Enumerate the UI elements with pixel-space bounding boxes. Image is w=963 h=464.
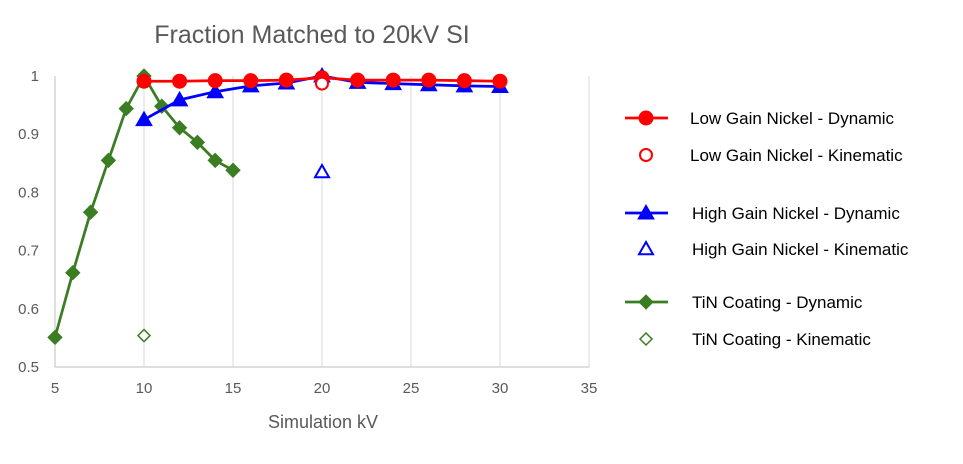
data-point [313,163,331,179]
data-point [172,73,188,89]
legend-label: High Gain Nickel - Dynamic [692,204,900,223]
data-point [456,73,472,89]
data-point [225,162,241,178]
data-point [154,98,170,114]
y-tick-label: 0.6 [18,301,39,318]
legend-label: TiN Coating - Dynamic [692,293,863,312]
legend-item: Low Gain Nickel - Kinematic [639,146,903,165]
legend-label: Low Gain Nickel - Kinematic [690,146,903,165]
x-tick-label: 20 [314,380,331,397]
y-tick-label: 0.8 [18,184,39,201]
x-axis-label: Simulation kV [268,412,378,432]
x-tick-label: 10 [136,380,153,397]
data-point [315,76,329,91]
data-point [385,72,401,88]
series-high-gain-nickel-kinematic [313,163,331,179]
data-point [47,329,63,346]
series-low-gain-nickel-kinematic [315,76,329,91]
data-point [421,72,437,88]
data-point [350,72,366,88]
x-tick-label: 35 [581,380,598,397]
data-point [171,120,188,136]
y-tick-label: 0.9 [18,126,39,143]
data-point [100,152,117,169]
data-point [207,73,223,89]
grid-layer [143,76,590,367]
legend-marker [639,148,653,162]
y-tick-label: 1 [31,68,39,85]
legend-item: TiN Coating - Dynamic [625,293,863,312]
x-tick-label: 15 [225,380,242,397]
legend-label: TiN Coating - Kinematic [692,330,871,349]
data-point [189,134,206,151]
data-point [65,265,81,281]
legend-item: High Gain Nickel - Kinematic [637,239,909,259]
legend-label: High Gain Nickel - Kinematic [692,240,909,259]
legend-label: Low Gain Nickel - Dynamic [690,109,895,128]
data-point [243,73,259,89]
data-point [82,204,99,220]
series-layer [47,66,509,346]
legend-marker [638,294,654,310]
legend-item: High Gain Nickel - Dynamic [625,203,900,223]
legend-marker [638,331,654,347]
data-point [278,72,294,88]
legend: Low Gain Nickel - Dynamic Low Gain Nickel… [625,109,909,349]
series-tin-coating-kinematic [136,328,152,343]
chart-title: Fraction Matched to 20kV SI [154,21,469,49]
legend-marker [638,110,654,126]
y-tick-label: 0.7 [18,243,39,260]
legend-marker [637,239,655,256]
x-tick-label: 25 [403,380,420,397]
legend-item: Low Gain Nickel - Dynamic [625,109,895,128]
data-point [492,73,508,89]
data-point [118,100,134,117]
x-tick-label: 5 [51,380,59,397]
data-point [135,110,153,127]
y-tick-label: 0.5 [18,359,39,376]
data-point [136,328,152,343]
legend-marker [637,203,655,220]
axis-layer: 0.50.60.70.80.915 10 15 20 25 30 35 [18,68,597,397]
legend-item: TiN Coating - Kinematic [638,330,871,349]
data-point [136,73,152,89]
data-point [207,152,223,169]
data-point [206,82,225,99]
x-tick-label: 30 [492,380,509,397]
data-point [170,90,189,107]
